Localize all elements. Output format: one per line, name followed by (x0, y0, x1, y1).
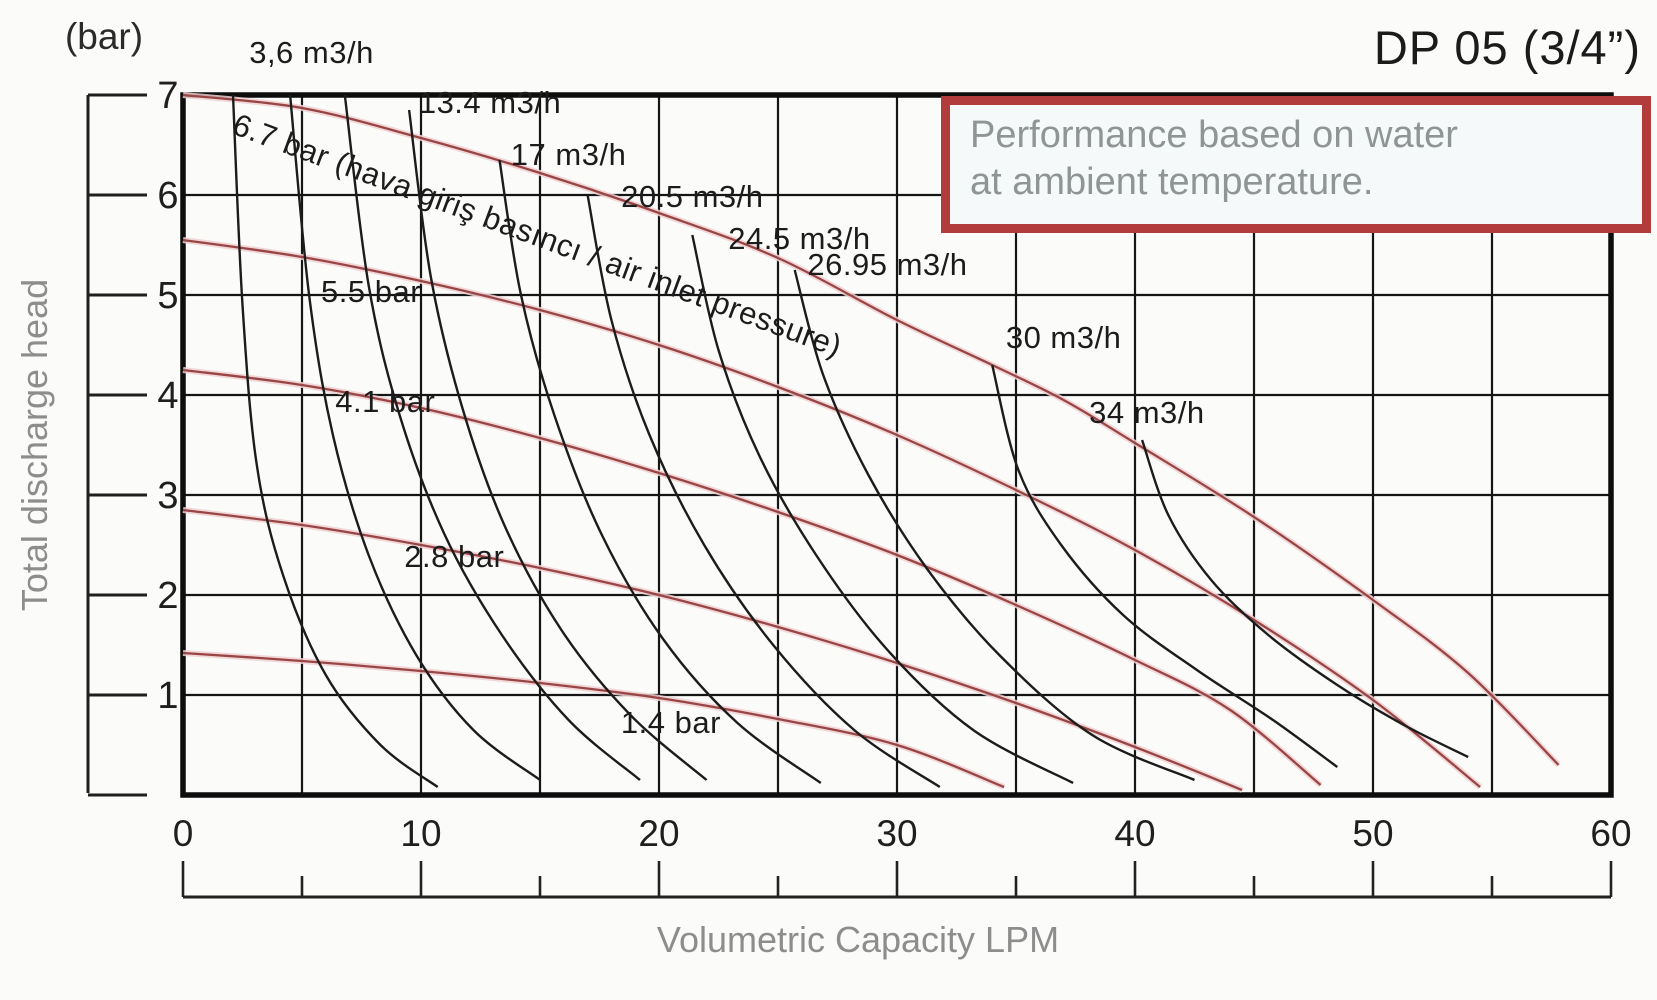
x-tick-label: 20 (638, 813, 679, 854)
curve-label: 26.95 m3/h (807, 247, 967, 282)
air-consumption-curve (991, 364, 1339, 768)
x-tick-label: 40 (1114, 813, 1155, 854)
note-line-2: at ambient temperature. (970, 161, 1374, 203)
y-axis-unit-label: (bar) (64, 16, 144, 57)
curve-label: 1.4 bar (621, 705, 721, 740)
x-tick-label: 50 (1352, 813, 1393, 854)
curve-label: 2.8 bar (404, 539, 504, 574)
y-tick-label: 3 (157, 475, 178, 517)
chart-title: DP 05 (3/4”) (1373, 21, 1641, 74)
pressure-curve-halo (182, 367, 1323, 788)
y-tick-label: 5 (157, 275, 178, 317)
note-line-1: Performance based on water (970, 114, 1458, 156)
x-axis-title: Volumetric Capacity LPM (656, 919, 1060, 960)
y-axis-title: Total discharge head (14, 278, 55, 612)
x-tick-label: 60 (1590, 813, 1631, 854)
pressure-curve (182, 238, 1481, 788)
curve-label: 5.5 bar (321, 274, 421, 309)
x-tick-label: 30 (876, 813, 917, 854)
curve-label: 4.1 bar (335, 384, 435, 419)
air-consumption-curve (1140, 439, 1469, 759)
note-box: Performance based on water at ambient te… (941, 96, 1651, 233)
curve-label: 24.5 m3/h (728, 221, 870, 256)
pressure-curve (182, 508, 1243, 792)
curve-label: 17 m3/h (511, 137, 627, 172)
y-tick-label: 6 (157, 175, 178, 217)
air-consumption-curve (231, 94, 439, 788)
curve-label: 20.5 m3/h (621, 179, 763, 214)
y-tick-label: 7 (157, 75, 178, 117)
pressure-curve-halo (182, 237, 1482, 790)
air-consumption-curve (793, 269, 1195, 782)
y-tick-label: 1 (157, 675, 178, 717)
curve-label: 3,6 m3/h (249, 35, 374, 70)
air-consumption-curve (691, 234, 1074, 785)
air-consumption-curve (407, 109, 708, 781)
air-consumption-curve (343, 94, 641, 781)
x-tick-label: 0 (173, 813, 194, 854)
air-consumption-curve (288, 94, 541, 781)
pressure-curve (182, 93, 1560, 766)
x-tick-label: 10 (400, 813, 441, 854)
air-consumption-curve (498, 159, 822, 784)
pressure-curve-halo (182, 507, 1244, 793)
curve-label: 30 m3/h (1006, 320, 1122, 355)
air-consumption-curve (586, 194, 941, 788)
plot-border (180, 92, 1614, 798)
curve-label: 13.4 m3/h (419, 85, 561, 120)
pressure-curve (182, 651, 1005, 789)
curve-label: 34 m3/h (1089, 395, 1205, 430)
pressure-curve (182, 368, 1322, 786)
y-tick-label: 2 (157, 575, 178, 617)
y-tick-label: 4 (157, 375, 178, 417)
